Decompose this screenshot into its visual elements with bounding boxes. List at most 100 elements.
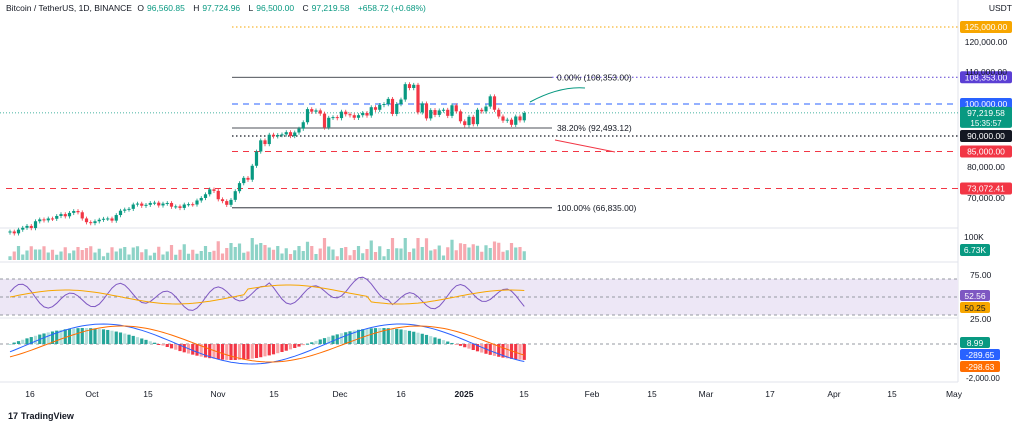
candle-body — [50, 218, 55, 220]
volume-bar — [76, 247, 80, 260]
volume-bar — [212, 250, 216, 260]
volume-bar — [55, 254, 59, 260]
candle-body — [144, 204, 148, 206]
macd-histogram-bar — [395, 328, 399, 344]
macd-value-label: -289.65 — [966, 350, 995, 360]
macd-histogram-bar — [518, 344, 522, 360]
rsi-ma-value-bg — [960, 302, 990, 313]
candle-body — [89, 222, 93, 224]
candle-body — [246, 177, 250, 180]
macd-histogram-bar — [492, 344, 497, 356]
candle-body — [480, 109, 484, 112]
symbol-label[interactable]: Bitcoin / TetherUS, 1D, BINANCE — [6, 3, 132, 13]
volume-bar — [318, 248, 322, 260]
macd-histogram-bar — [314, 340, 318, 344]
candle-body — [12, 231, 16, 234]
candle-body — [203, 194, 208, 198]
macd-histogram-bar — [140, 338, 144, 344]
volume-bar — [382, 256, 386, 260]
macd-histogram-bar — [182, 344, 186, 353]
rsi-band — [0, 279, 958, 315]
candle-body — [348, 114, 352, 116]
candle-body — [518, 116, 522, 121]
macd-histogram-bar — [475, 344, 480, 352]
macd-signal-line — [9, 325, 525, 363]
volume-bar — [331, 249, 335, 260]
candle-body — [63, 214, 67, 217]
volume-bar — [514, 247, 518, 260]
macd-histogram-bar — [267, 344, 271, 356]
candle-body — [25, 225, 29, 228]
tradingview-logo[interactable]: 17 TradingView — [8, 411, 74, 421]
candle-body — [522, 112, 526, 121]
candle-body — [267, 134, 271, 145]
macd-histogram-bar — [369, 328, 373, 344]
volume-bar — [480, 251, 484, 260]
candle-body — [169, 202, 174, 207]
macd-histogram-bar — [403, 330, 407, 344]
x-tick-label: Apr — [827, 389, 840, 399]
candle-body — [454, 105, 458, 112]
candle-body — [254, 151, 259, 166]
macd-histogram-bar — [437, 338, 441, 344]
volume-bar — [127, 254, 131, 260]
volume-bar — [220, 253, 225, 260]
candle-body — [305, 109, 310, 123]
volume-bar — [505, 250, 509, 260]
macd-histogram-bar — [365, 328, 369, 344]
macd-histogram-bar — [471, 344, 475, 351]
candle-body — [59, 214, 63, 216]
macd-histogram-bar — [106, 329, 110, 344]
candle-body — [199, 198, 203, 201]
macd-histogram-bar — [420, 333, 424, 344]
volume-bar — [475, 245, 480, 260]
volume-bar — [356, 246, 361, 260]
volume-bar — [250, 238, 254, 260]
macd-histogram-bar — [450, 342, 454, 344]
candle-body — [110, 218, 114, 221]
volume-bar — [67, 253, 72, 260]
candle-body — [8, 231, 12, 233]
level-label: 73,072.41 — [967, 183, 1005, 193]
macd-histogram-bar — [148, 341, 152, 344]
volume-bar — [450, 239, 454, 260]
volume-bar — [84, 248, 89, 260]
volume-bar — [446, 247, 450, 260]
candle-body — [55, 215, 59, 219]
candle-body — [29, 225, 33, 229]
candle-body — [369, 107, 373, 116]
volume-bar — [182, 244, 186, 260]
macd-histogram-bar — [33, 335, 38, 344]
volume-bar — [386, 249, 390, 260]
candle-body — [174, 206, 178, 208]
macd-histogram-bar — [161, 344, 165, 346]
level-label-bg — [960, 145, 1012, 158]
volume-bar — [131, 247, 135, 260]
candle-body — [467, 116, 471, 126]
candle-body — [424, 103, 429, 119]
volume-bar — [59, 251, 63, 260]
volume-bar — [21, 254, 25, 260]
volume-bar — [492, 241, 497, 260]
volume-bar — [157, 246, 161, 260]
candle-body — [229, 199, 233, 205]
macd-histogram-bar — [339, 333, 344, 344]
candle-body — [191, 204, 195, 206]
candle-body — [314, 110, 318, 112]
macd-histogram-bar — [284, 344, 288, 351]
macd-histogram-bar — [174, 344, 178, 350]
price-chart[interactable]: 125,000.00 108,353.00 100,000.00 90,000.00 8… — [0, 0, 1024, 405]
candle-body — [21, 227, 25, 230]
macd-histogram-bar — [42, 333, 46, 344]
candle-body — [429, 110, 433, 119]
candle-body — [412, 84, 416, 88]
macd-histogram-bar — [390, 328, 395, 344]
volume-bar — [467, 247, 471, 260]
candle-body — [42, 219, 46, 221]
candle-body — [97, 219, 101, 222]
volume-bar — [135, 246, 140, 260]
current-price-bg — [960, 106, 1012, 128]
x-tick-label: 15 — [887, 389, 897, 399]
macd-histogram-bar — [399, 329, 403, 344]
candle-body — [237, 183, 242, 192]
